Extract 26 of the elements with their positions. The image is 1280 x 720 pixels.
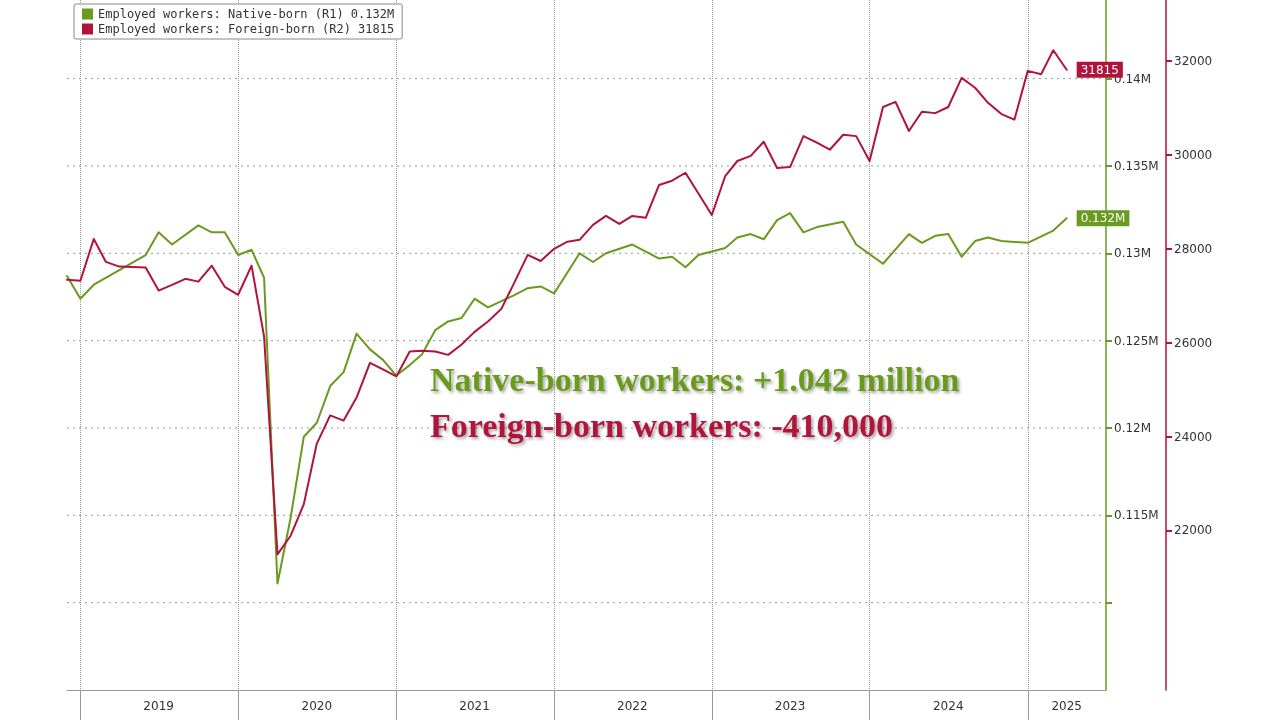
x-tick-label: 2020 (301, 699, 333, 713)
y-tick-label: 0.125M (1114, 333, 1159, 348)
y-tick-label: 0.13M (1114, 246, 1152, 261)
y-tick-label: 0.115M (1114, 508, 1159, 523)
x-tick-label: 2019 (143, 699, 174, 713)
data-label: 31815 (1080, 62, 1119, 77)
annotation: Native-born workers: +1.042 million (430, 360, 960, 398)
line-series (66, 212, 1068, 585)
y2-tick-label: 30000 (1174, 147, 1213, 162)
y-tick-label: 0.12M (1114, 420, 1152, 435)
annotation: Foreign-born workers: -410,000 (430, 406, 894, 444)
x-tick-label: 2023 (774, 699, 806, 713)
y2-tick-label: 22000 (1174, 523, 1213, 538)
x-tick-label: 2025 (1051, 699, 1082, 713)
y2-tick-label: 32000 (1174, 54, 1213, 69)
x-tick-label: 2024 (932, 699, 964, 713)
y2-tick-label: 26000 (1174, 335, 1213, 350)
x-tick-label: 2021 (459, 699, 490, 713)
line-series (66, 49, 1068, 556)
y2-tick-label: 28000 (1174, 241, 1213, 256)
legend-label: Employed workers: Native-born (R1) 0.132M (98, 7, 395, 21)
legend-label: Employed workers: Foreign-born (R2) 31815 (98, 22, 395, 36)
data-label: 0.132M (1080, 211, 1126, 226)
y2-tick-label: 24000 (1174, 429, 1213, 444)
x-tick-label: 2022 (617, 699, 648, 713)
y-tick-label: 0.135M (1114, 158, 1159, 173)
